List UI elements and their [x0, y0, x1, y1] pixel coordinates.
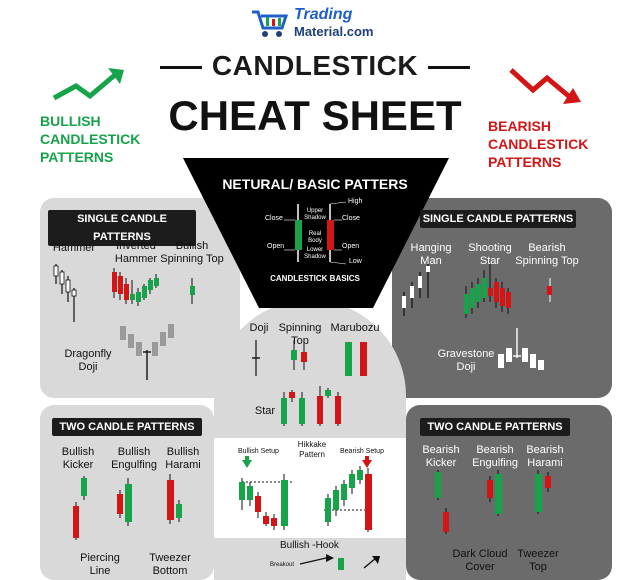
label-bearish-harami: Bearish Harami: [526, 444, 564, 469]
bearish-heading: BEARISH CANDLESTICK PATTERNS: [488, 118, 589, 170]
label-bullish-kicker: Bullish Kicker: [61, 446, 95, 471]
shopping-cart-icon: [252, 10, 289, 37]
label-dark-cloud-cover: Dark Cloud Cover: [452, 548, 508, 573]
two-bear-candles: [435, 470, 551, 534]
label-star: Star: [254, 405, 276, 417]
label-doji: Doji: [249, 322, 269, 334]
label-shooting-star: Shooting Star: [468, 242, 512, 267]
label-lower-shadow: Lower Shadow: [304, 247, 326, 260]
label-marubozu: Marubozu: [330, 322, 380, 334]
label-hikkake: Hikkake Pattern: [297, 440, 327, 459]
label-tweezer-bottom: Tweezer Bottom: [149, 552, 191, 577]
two-bear-header: TWO CANDLE PATTERNS: [420, 418, 570, 436]
label-real-body: Real Body: [308, 231, 322, 244]
single-bull-header: SINGLE CANDLE PATTERNS: [48, 210, 196, 246]
label-bearish-engulfing: Bearish Engulfing: [472, 444, 518, 469]
bullish-hook-panel: [214, 540, 406, 570]
bullish-arrow-icon: [52, 68, 124, 101]
label-gravestone-doji: Gravestone Doji: [437, 348, 495, 373]
basics-title: NETURAL/ BASIC PATTERS: [222, 176, 408, 192]
basics-footer: CANDLESTICK BASICS: [270, 274, 360, 283]
label-tweezer-top: Tweezer Top: [517, 548, 559, 573]
single-bear-header: SINGLE CANDLE PATTERNS: [420, 210, 576, 228]
label-bearish-spinning-top: Bearish Spinning Top: [515, 242, 579, 267]
label-breakout: Breakout: [270, 562, 295, 568]
label-hanging-man: Hanging Man: [410, 242, 452, 267]
bearish-arrow-icon: [509, 68, 581, 104]
basics-funnel: [183, 158, 449, 308]
brand-domain: Material.com: [294, 24, 374, 39]
label-bullish-harami: Bullish Harami: [165, 446, 201, 471]
label-hammer: Hammer: [52, 242, 96, 254]
label-piercing-line: Piercing Line: [80, 552, 120, 577]
two-bull-header: TWO CANDLE PATTERNS: [52, 418, 202, 436]
label-bullish-setup: Bullish Setup: [238, 448, 279, 455]
two-bull-candles: [73, 474, 182, 540]
brand-logo: Trading Material.com: [250, 6, 390, 42]
title-rule-left: [160, 66, 202, 69]
hikkake-panel: [214, 438, 406, 538]
label-high: High: [348, 198, 363, 205]
label-bullish-hook: Bullish -Hook: [280, 540, 339, 551]
star-candles: [281, 386, 341, 426]
page-subtitle: CHEAT SHEET: [168, 92, 462, 139]
label-bullish-engulfing: Bullish Engulfing: [111, 446, 157, 471]
hikkake-candles: [239, 456, 372, 532]
neutral-basic-candles: [252, 340, 367, 376]
label-dragonfly-doji: Dragonfly Doji: [64, 348, 112, 373]
single-bear-candles: [402, 264, 552, 370]
brand-name: Trading: [294, 6, 353, 23]
label-close-right: Close: [342, 215, 360, 222]
page-title: CANDLESTICK: [211, 50, 419, 81]
title-rule-right: [428, 66, 470, 69]
label-bearish-kicker: Bearish Kicker: [422, 444, 460, 469]
label-bearish-setup: Bearish Setup: [340, 448, 384, 455]
bullish-heading: BULLISH CANDLESTICK PATTERNS: [40, 113, 141, 165]
label-open-left: Open: [267, 243, 285, 250]
single-bull-candles: [53, 264, 195, 380]
label-close-left: Close: [265, 215, 283, 222]
label-open-right: Open: [342, 243, 360, 250]
label-upper-shadow: Upper Shadow: [304, 208, 326, 221]
candle-anatomy-diagram: [284, 201, 347, 265]
label-inverted-hammer: Inverted Hammer: [114, 240, 158, 265]
label-bullish-spinning-top: Bullish Spinning Top: [160, 240, 224, 265]
bullish-hook-candles: [299, 554, 380, 570]
label-low: Low: [349, 258, 362, 265]
